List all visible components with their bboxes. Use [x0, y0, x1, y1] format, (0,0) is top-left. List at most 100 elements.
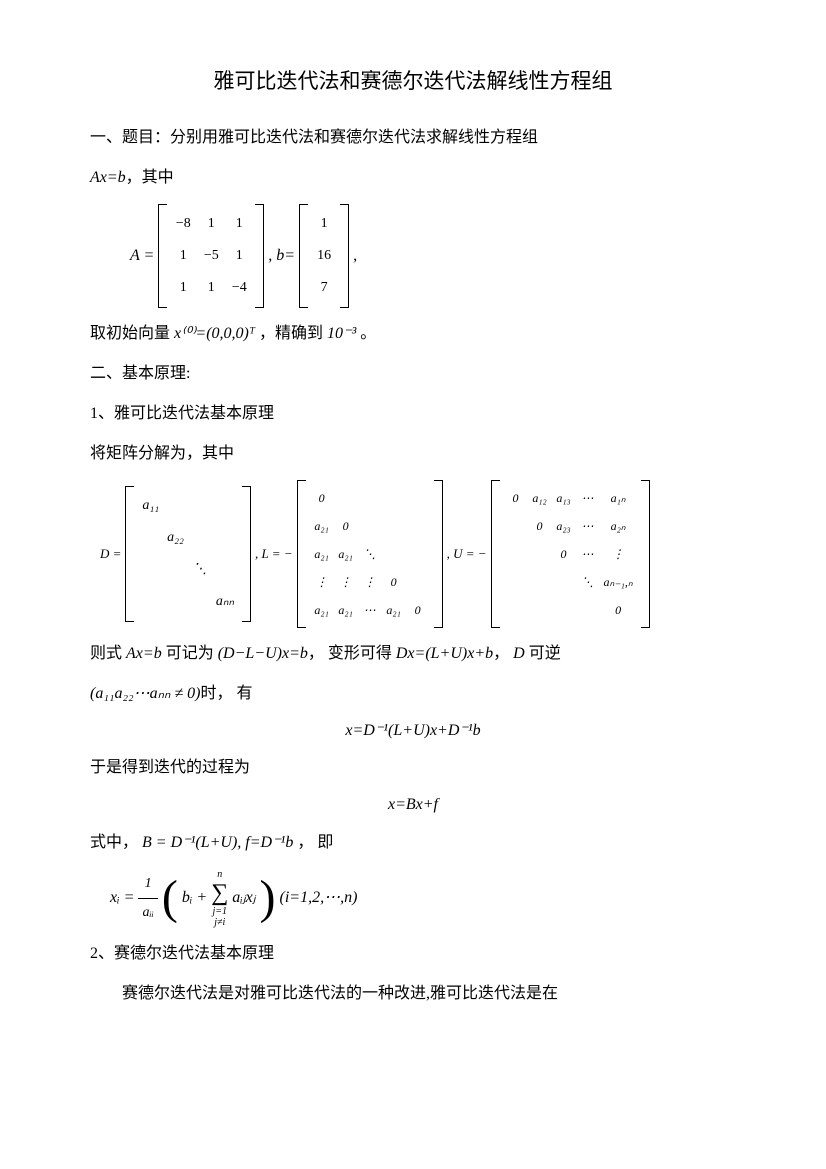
matrix-cell: ⋮	[314, 570, 330, 594]
matrix-cell	[362, 486, 378, 510]
matrix-cell	[167, 556, 184, 584]
page-title: 雅可比迭代法和赛德尔迭代法解线性方程组	[90, 60, 736, 102]
xi-formula: xᵢ = 1 aᵢᵢ ( bᵢ + n ∑ j=1 j≠i aᵢⱼxⱼ ) (i…	[110, 869, 736, 928]
then-mid2: ， 变形可得	[308, 645, 396, 662]
iter-text: 于是得到迭代的过程为	[90, 752, 736, 784]
cond-line: (a₁₁a₂₂⋯aₙₙ ≠ 0)时， 有	[90, 678, 736, 710]
then-eq3: Dx=(L+U)x+b	[396, 645, 493, 662]
matrix-cell	[362, 514, 378, 538]
sub1-heading: 1、雅可比迭代法基本原理	[90, 398, 736, 430]
matrix-cell	[532, 570, 548, 594]
matrix-cell	[556, 570, 572, 594]
sub2-para: 赛德尔迭代法是对雅可比迭代法的一种改进,雅可比迭代法是在	[90, 978, 736, 1010]
matrix-cell: a₂₁	[338, 598, 354, 622]
matrix-b: 1 16 7	[299, 204, 349, 308]
matrix-cell	[338, 486, 354, 510]
matrix-cell: ⋮	[604, 542, 633, 566]
matrix-cell: 1	[175, 242, 191, 270]
matrix-cell	[508, 570, 524, 594]
matrix-DLU: D = a₁₁a₂₂⋱aₙₙ , L = − 0a₂₁0a₂₁a₂₁⋱⋮⋮⋮0a…	[100, 480, 736, 628]
matrix-cell	[410, 486, 426, 510]
then-eq2: (D−L−U)x=b	[218, 645, 308, 662]
matrix-cell: 1	[203, 274, 219, 302]
section2-heading: 二、基本原理:	[90, 358, 736, 390]
matrix-cell: a₂₃	[556, 514, 572, 538]
matrix-cell: 0	[532, 514, 548, 538]
cond-expr: (a₁₁a₂₂⋯aₙₙ ≠ 0)	[90, 685, 200, 702]
eq-axb: Ax=b	[90, 169, 126, 186]
frac-den: aᵢᵢ	[138, 899, 157, 927]
inner-b: bᵢ +	[182, 882, 207, 914]
matrix-cell	[216, 524, 234, 552]
matrix-cell: 0	[556, 542, 572, 566]
matrix-cell: a₂₂	[167, 524, 184, 552]
matrix-cell: −5	[203, 242, 219, 270]
matrix-cell: −4	[231, 274, 247, 302]
sum-lower1: j=1	[212, 906, 227, 917]
matrix-cell: 0	[386, 570, 402, 594]
matrix-cell	[167, 492, 184, 520]
paren-l: (	[162, 874, 178, 922]
matrix-cell: 1	[231, 210, 247, 238]
matrix-cell	[142, 588, 159, 616]
matrix-cell	[192, 492, 208, 520]
matrix-cell: a₁ₙ	[604, 486, 633, 510]
matrix-cell: a₂₁	[314, 542, 330, 566]
init-vector-line: 取初始向量 x⁽⁰⁾=(0,0,0)ᵀ ，精确到 10⁻³ 。	[90, 318, 736, 350]
matrix-cell: 0	[410, 598, 426, 622]
matrix-cell: a₂₁	[338, 542, 354, 566]
where-line: 式中， B = D⁻¹(L+U), f=D⁻¹b ， 即	[90, 827, 736, 859]
matrix-cell: a₂₁	[314, 598, 330, 622]
matrix-cell	[532, 598, 548, 622]
xi-lhs: xᵢ =	[110, 882, 134, 914]
matrix-cell	[386, 486, 402, 510]
matrix-cell: ⋱	[580, 570, 596, 594]
U-label: , U = −	[447, 541, 487, 567]
matrix-cell: 0	[508, 486, 524, 510]
A-label: A =	[130, 240, 154, 272]
matrix-cell: a₂₁	[386, 598, 402, 622]
matrix-cell	[142, 556, 159, 584]
matrix-cell	[192, 588, 208, 616]
matrix-cell	[410, 514, 426, 538]
where-prefix: 式中，	[90, 834, 138, 851]
matrix-cell: 0	[338, 514, 354, 538]
matrix-cell: 1	[316, 210, 332, 238]
sum-block: n ∑ j=1 j≠i	[211, 869, 228, 928]
matrix-cell: aₙₙ	[216, 588, 234, 616]
section1-heading: 一、题目：分别用雅可比迭代法和赛德尔迭代法求解线性方程组	[90, 122, 736, 154]
matrix-cell	[532, 542, 548, 566]
sub2-heading: 2、赛德尔迭代法基本原理	[90, 938, 736, 970]
then-D: D	[513, 645, 525, 662]
matrix-cell	[386, 514, 402, 538]
matrix-cell	[508, 542, 524, 566]
matrix-cell: 0	[314, 486, 330, 510]
matrix-cell: ⋯	[580, 542, 596, 566]
then-line: 则式 Ax=b 可记为 (D−L−U)x=b， 变形可得 Dx=(L+U)x+b…	[90, 638, 736, 670]
matrix-A: −8111−5111−4	[158, 204, 264, 308]
matrix-cell: a₁₂	[532, 486, 548, 510]
matrix-L: 0a₂₁0a₂₁a₂₁⋱⋮⋮⋮0a₂₁a₂₁⋯a₂₁0	[297, 480, 443, 628]
matrix-cell: −8	[175, 210, 191, 238]
matrix-cell: ⋮	[338, 570, 354, 594]
then-prefix: 则式	[90, 645, 126, 662]
init-mid: ，精确到	[259, 325, 323, 342]
matrix-cell: ⋱	[192, 556, 208, 584]
matrix-cell: a₂ₙ	[604, 514, 633, 538]
eq-suffix: ，其中	[126, 169, 174, 186]
matrix-cell: 7	[316, 274, 332, 302]
sum-lower2: j≠i	[214, 917, 225, 928]
L-label: , L = −	[255, 541, 293, 567]
matrix-cell: 16	[316, 242, 332, 270]
matrix-cell	[216, 556, 234, 584]
xi-frac: 1 aᵢᵢ	[138, 870, 157, 927]
matrix-cell: aₙ₋₁,ₙ	[604, 570, 633, 594]
sum-symbol: ∑	[211, 880, 228, 906]
init-prefix: 取初始向量	[90, 325, 170, 342]
matrix-cell	[386, 542, 402, 566]
matrix-cell: ⋯	[362, 598, 378, 622]
matrix-cell	[508, 514, 524, 538]
paren-r: )	[260, 874, 276, 922]
then-eq1: Ax=b	[126, 645, 162, 662]
D-label: D =	[100, 541, 121, 567]
